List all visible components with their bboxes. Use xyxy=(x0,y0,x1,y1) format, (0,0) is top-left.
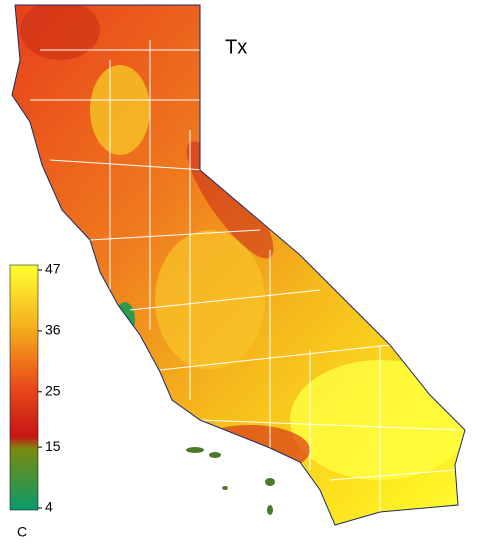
colorbar-tick-label: 25 xyxy=(45,382,61,398)
colorbar-tick-label: 36 xyxy=(45,322,61,338)
colorbar-unit: C xyxy=(17,524,27,540)
california xyxy=(11,4,466,526)
colorbar-tick-label: 47 xyxy=(45,261,61,277)
colorbar-tick-label: 15 xyxy=(45,438,61,454)
colorbar-tick-label: 4 xyxy=(45,499,53,515)
colorbar xyxy=(9,264,39,511)
colorbar-ticks: 4 15 25 36 47 xyxy=(38,261,61,515)
map-title: Tx xyxy=(225,36,247,58)
